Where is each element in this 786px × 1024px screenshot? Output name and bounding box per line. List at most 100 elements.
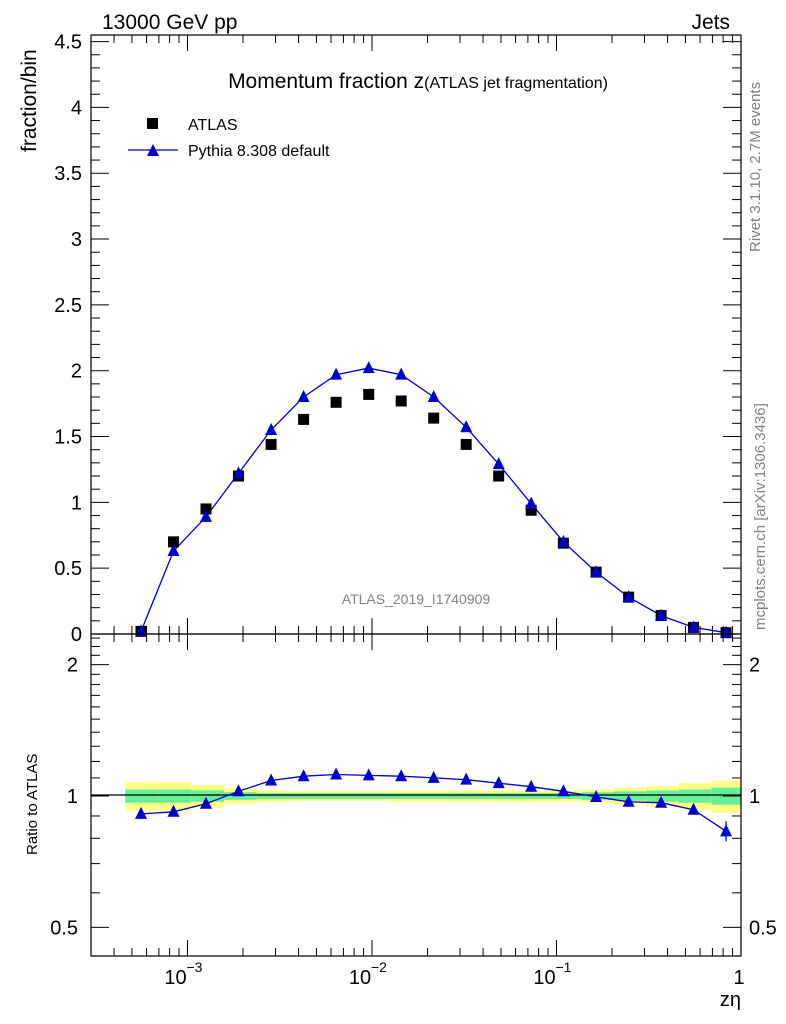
ratio-point: [199, 796, 212, 809]
legend-atlas-marker: [147, 118, 158, 129]
main-ytick-label: 3: [71, 229, 82, 251]
main-ytick-label: 1: [71, 492, 82, 514]
ratio-data: [135, 767, 733, 842]
ratio-point: [655, 795, 668, 808]
ratio-point: [330, 767, 343, 780]
ratio-point: [427, 770, 440, 783]
ratio-point: [135, 806, 148, 819]
main-ytick-label: 1.5: [54, 427, 82, 449]
ratio-frame: [90, 633, 742, 957]
ratio-point: [460, 772, 473, 785]
ratio-point: [590, 789, 603, 802]
legend-pythia-marker: [147, 144, 159, 156]
pythia-point: [557, 534, 570, 547]
energy-label: 13000 GeV pp: [102, 11, 237, 34]
pythia-point: [330, 367, 343, 380]
ratio-point: [525, 779, 538, 792]
atlas-point: [168, 536, 180, 548]
chart-title-suffix: (ATLAS jet fragmentation): [424, 75, 608, 92]
main-ytick-label: 2.5: [54, 295, 82, 317]
pythia-point: [655, 608, 668, 621]
ratio-panel: 0.5 0.51 12 210 −3 10 −2 10 −1 1 Ratio to ATLAS z…: [24, 633, 777, 1011]
ratio-ytick-label-right: 0.5: [749, 917, 777, 939]
pythia-point: [460, 420, 473, 433]
stat-uncertainty-band: [614, 791, 647, 801]
stat-uncertainty-band: [125, 789, 159, 803]
main-ytick-label: 4.5: [54, 32, 82, 54]
main-axes: 0 0.5 1 1.5 2 2.5 3 3.5 4 4.5: [54, 32, 742, 646]
ratio-ytick-label: 0.5: [50, 917, 78, 939]
ratio-point: [167, 804, 180, 817]
pythia-point: [199, 509, 212, 522]
stat-uncertainty-band: [321, 793, 355, 799]
main-ytick-label: 3.5: [54, 163, 82, 185]
rivet-label: Rivet 3.1.10, 2.7M events: [747, 82, 764, 252]
atlas-point: [428, 412, 440, 424]
atlas-point: [363, 388, 375, 400]
stat-uncertainty-band: [646, 790, 679, 802]
ratio-bands: [125, 780, 741, 813]
main-ytick-label: 2: [71, 361, 82, 383]
stat-uncertainty-band: [191, 790, 225, 802]
stat-uncertainty-band: [386, 793, 420, 799]
mcplots-label: mcplots.cern.ch [arXiv:1306.3436]: [752, 403, 769, 630]
ratio-point: [557, 784, 570, 797]
pythia-point: [525, 496, 538, 509]
atlas-point: [395, 395, 407, 407]
pythia-point: [232, 466, 245, 479]
x-axis-label: zη: [720, 989, 741, 1011]
ratio-ytick-label: 2: [67, 655, 78, 677]
x-tick-label-exponent: −3: [186, 959, 202, 975]
pythia-point: [265, 422, 278, 435]
chart-title-main: Momentum fraction z: [228, 70, 424, 93]
legend-pythia-label: Pythia 8.308 default: [188, 143, 330, 160]
main-ytick-label: 0.5: [54, 558, 82, 580]
atlas-point: [460, 438, 472, 450]
atlas-point: [525, 504, 537, 516]
main-ytick-label: 0: [71, 624, 82, 646]
pythia-point: [297, 390, 310, 403]
pythia-point: [167, 544, 180, 557]
process-label: Jets: [691, 11, 730, 34]
stat-uncertainty-band: [484, 793, 517, 799]
ratio-point: [687, 802, 700, 815]
x-tick-label-exponent: −2: [371, 959, 387, 975]
main-ytick-label: 4: [71, 97, 82, 119]
x-tick-label: 1: [733, 967, 744, 989]
stat-uncertainty-band: [516, 793, 549, 799]
stat-uncertainty-band: [288, 793, 322, 799]
x-tick-label: 10: [533, 967, 555, 989]
atlas-point: [298, 413, 310, 425]
main-panel: Momentum fraction z(ATLAS jet fragmentat…: [18, 32, 742, 646]
stat-uncertainty-band: [451, 793, 485, 799]
ratio-ytick-label-right: 1: [749, 786, 760, 808]
stat-uncertainty-band: [158, 789, 192, 803]
main-ylabel: fraction/bin: [18, 49, 41, 152]
ratio-ylabel: Ratio to ATLAS: [24, 754, 41, 855]
ratio-point: [622, 794, 635, 807]
atlas-point: [493, 470, 505, 482]
stat-uncertainty-band: [678, 789, 712, 803]
pythia-point: [135, 624, 148, 637]
ratio-ytick-label: 1: [67, 786, 78, 808]
pythia-point: [427, 390, 440, 403]
ratio-axes: 0.5 0.51 12 210 −3 10 −2 10 −1 1: [50, 634, 777, 989]
ratio-point: [395, 769, 408, 782]
x-tick-label: 10: [164, 967, 186, 989]
stat-uncertainty-band: [354, 793, 387, 799]
ratio-point: [492, 776, 505, 789]
ratio-ytick-label-right: 2: [749, 655, 760, 677]
ratio-point: [362, 768, 375, 781]
stat-uncertainty-band: [419, 793, 452, 799]
atlas-point: [265, 438, 277, 450]
x-tick-label: 10: [349, 967, 371, 989]
x-tick-label-exponent: −1: [555, 959, 571, 975]
ratio-point: [297, 769, 310, 782]
ratio-point: [232, 784, 245, 797]
pythia-point: [622, 590, 635, 603]
stat-uncertainty-band: [256, 793, 289, 799]
pythia-point: [492, 457, 505, 470]
atlas-point: [200, 503, 212, 515]
legend-atlas-label: ATLAS: [188, 117, 238, 134]
